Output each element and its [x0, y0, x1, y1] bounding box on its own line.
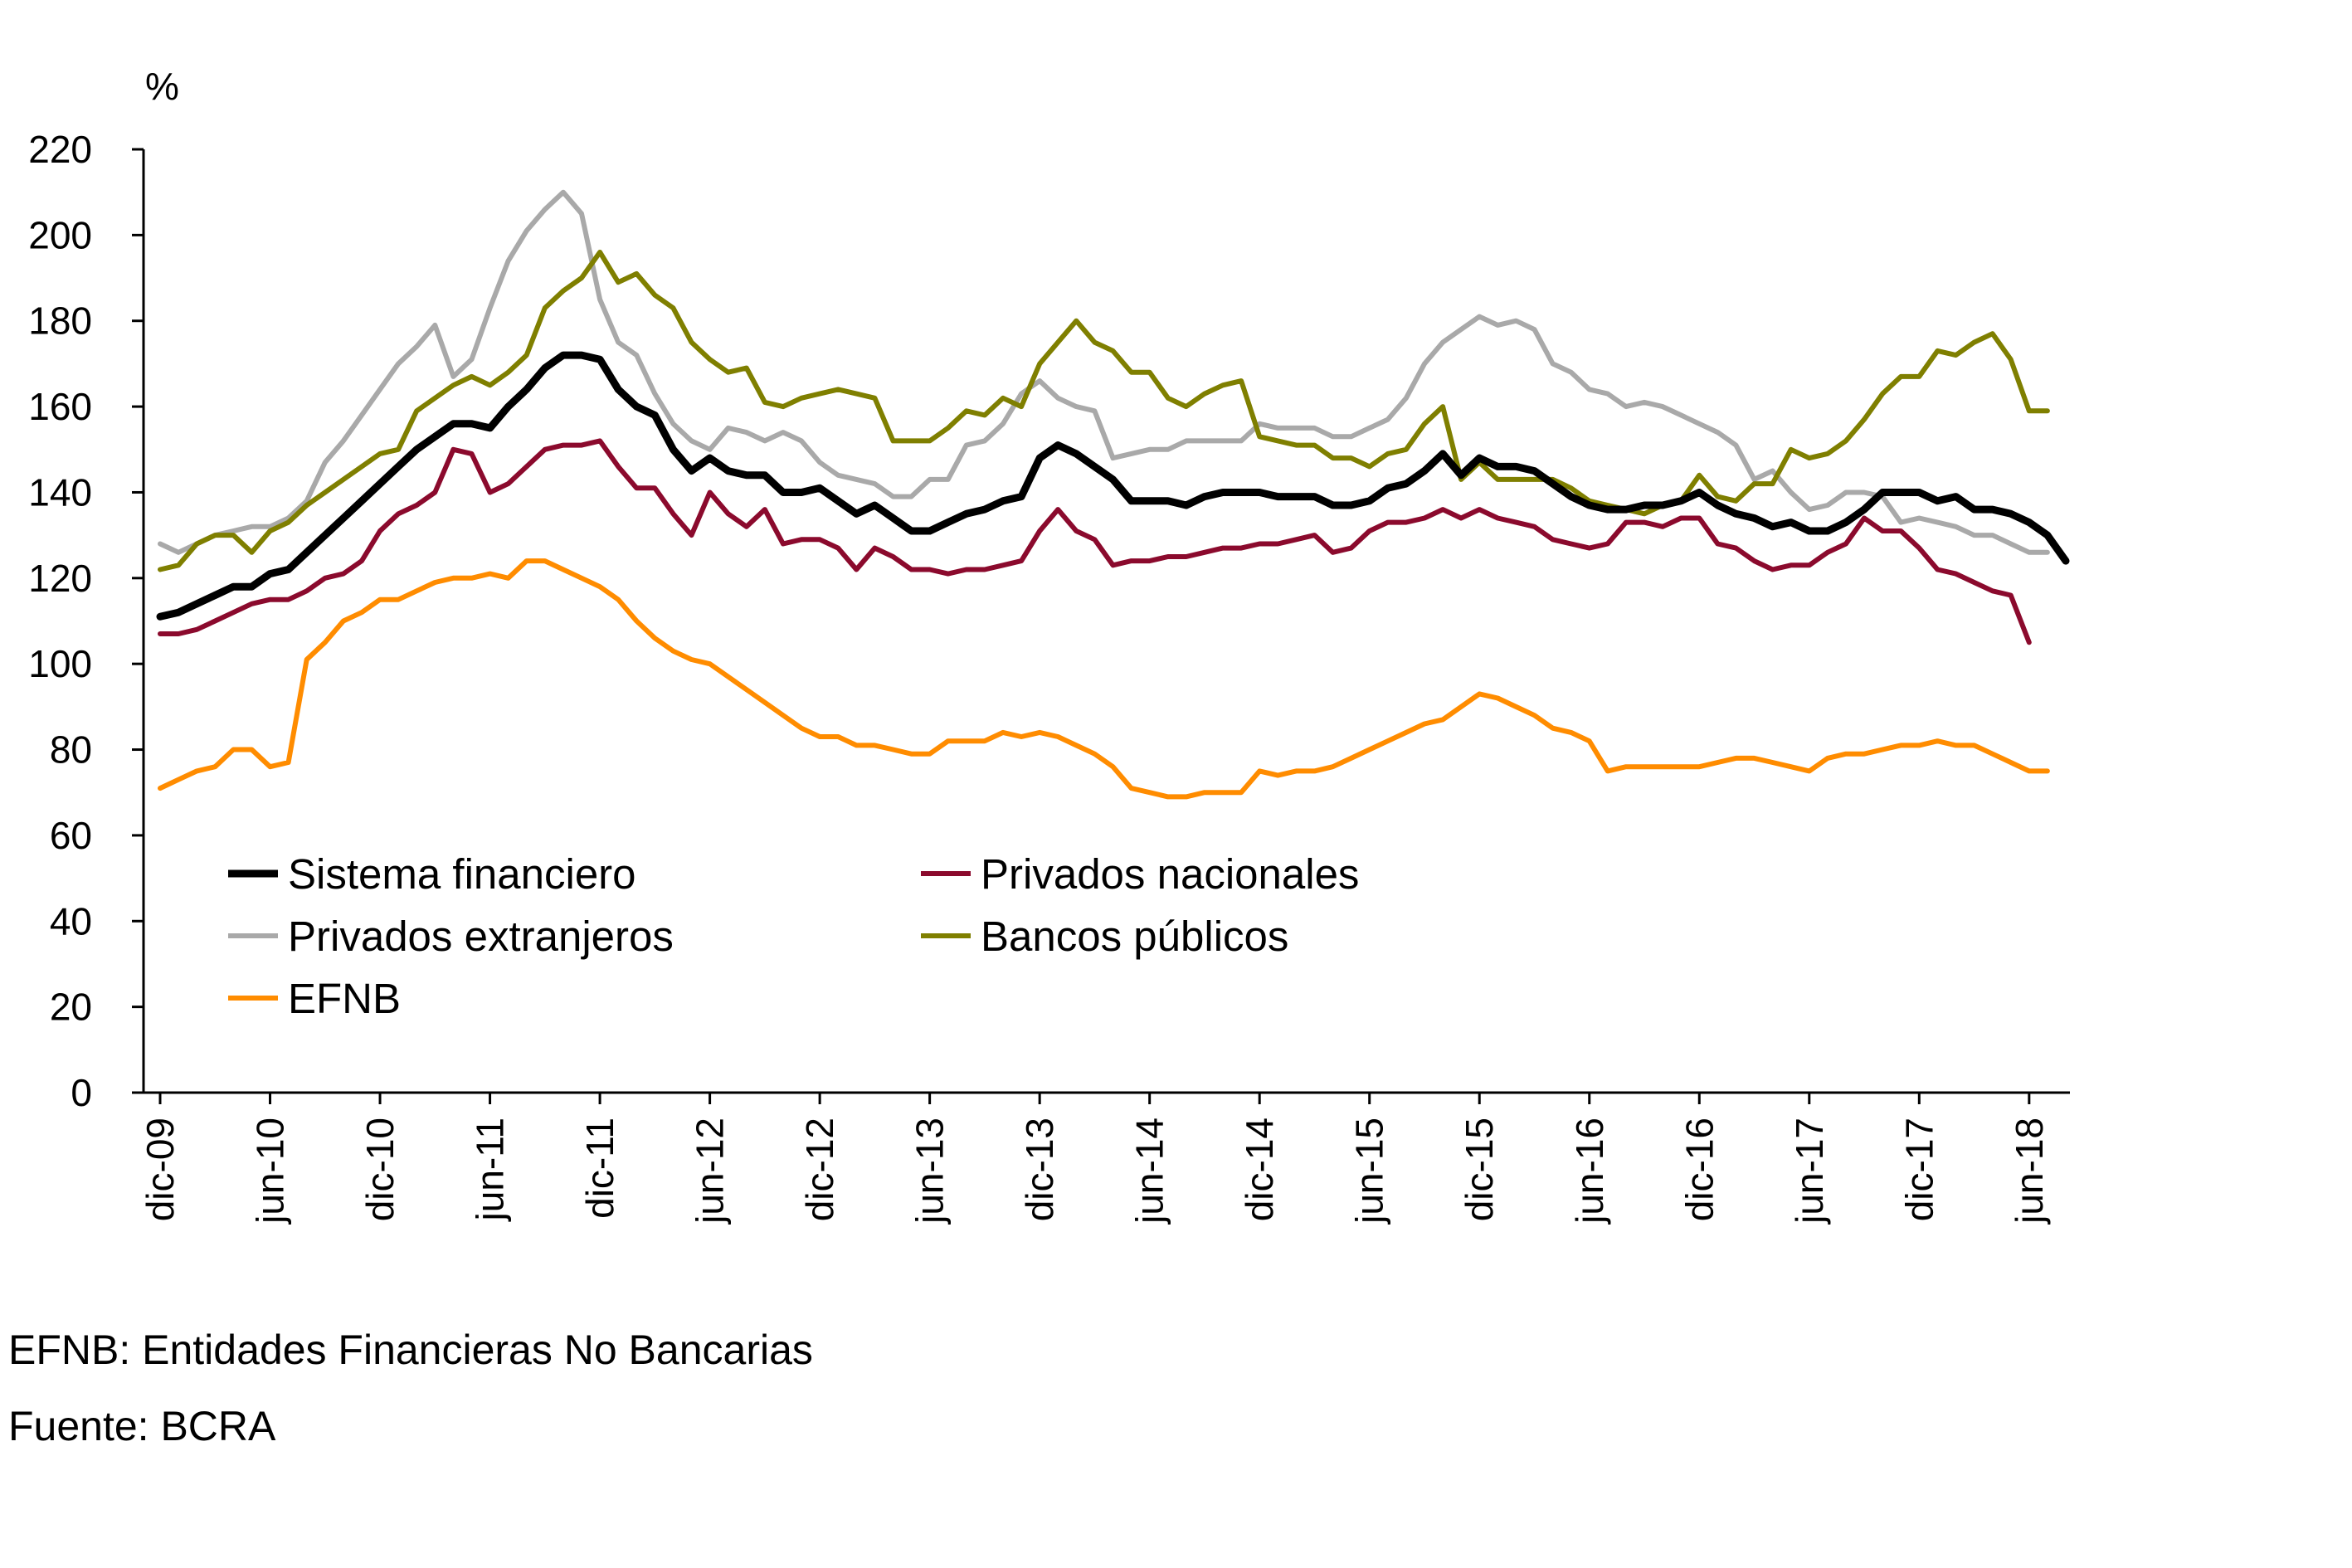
y-tick-label: 200 — [28, 213, 92, 256]
legend: Sistema financiero Privados nacionales Pri… — [228, 850, 1359, 1022]
series-lines — [156, 189, 2070, 800]
series-line-bancos-p-blicos — [158, 250, 2050, 572]
series-line-efnb — [158, 558, 2050, 800]
series-line-privados-nacionales — [158, 438, 2032, 645]
x-tick-label: jun-13 — [908, 1118, 952, 1225]
x-tick-label: jun-14 — [1128, 1118, 1171, 1225]
x-tick-label: jun-15 — [1348, 1118, 1391, 1225]
y-tick-label: 20 — [50, 986, 92, 1029]
y-tick-label: 220 — [28, 128, 92, 171]
series-line-sistema-financiero — [156, 351, 2070, 621]
footnote-efnb: EFNB: Entidades Financieras No Bancarias — [8, 1327, 813, 1373]
x-tick-label: jun-11 — [469, 1118, 512, 1222]
y-tick-label: 140 — [28, 470, 92, 514]
x-tick-label: jun-16 — [1568, 1118, 1611, 1225]
x-tick-label: jun-10 — [249, 1118, 292, 1225]
x-axis: dic-09 jun-10 dic-10 jun-11 dic-11 jun-12 dic-… — [139, 1091, 2070, 1225]
legend-label: Privados extranjeros — [288, 913, 674, 960]
x-tick-label: dic-15 — [1458, 1118, 1501, 1221]
y-tick-label: 80 — [50, 728, 92, 772]
y-tick-label: 180 — [28, 299, 92, 343]
x-tick-label: jun-17 — [1788, 1118, 1831, 1225]
y-tick-label: 0 — [71, 1071, 92, 1114]
y-tick-label: 100 — [28, 642, 92, 685]
legend-label: EFNB — [288, 975, 401, 1022]
legend-label: Bancos públicos — [981, 913, 1288, 960]
y-tick-label: 120 — [28, 557, 92, 600]
y-tick-label: 40 — [50, 899, 92, 942]
legend-label: Privados nacionales — [981, 850, 1359, 898]
x-tick-label: jun-18 — [2008, 1118, 2051, 1225]
x-tick-label: dic-12 — [798, 1118, 841, 1221]
y-tick-label: 60 — [50, 814, 92, 857]
x-tick-label: dic-09 — [139, 1118, 182, 1221]
x-tick-label: dic-17 — [1897, 1118, 1941, 1221]
legend-label: Sistema financiero — [288, 850, 636, 898]
footnote-source: Fuente: BCRA — [8, 1403, 276, 1449]
series-line-privados-extranjeros — [158, 189, 2050, 555]
x-tick-label: dic-11 — [578, 1118, 621, 1219]
x-tick-label: dic-14 — [1238, 1118, 1281, 1221]
y-axis: 0 20 40 60 80 100 120 140 160 180 200 220 — [28, 128, 145, 1114]
x-tick-label: jun-12 — [689, 1118, 732, 1225]
x-tick-label: dic-13 — [1018, 1118, 1061, 1221]
y-axis-unit-label: % — [145, 65, 179, 108]
x-tick-label: dic-16 — [1678, 1118, 1721, 1221]
y-tick-label: 160 — [28, 385, 92, 428]
x-tick-label: dic-10 — [358, 1118, 402, 1221]
